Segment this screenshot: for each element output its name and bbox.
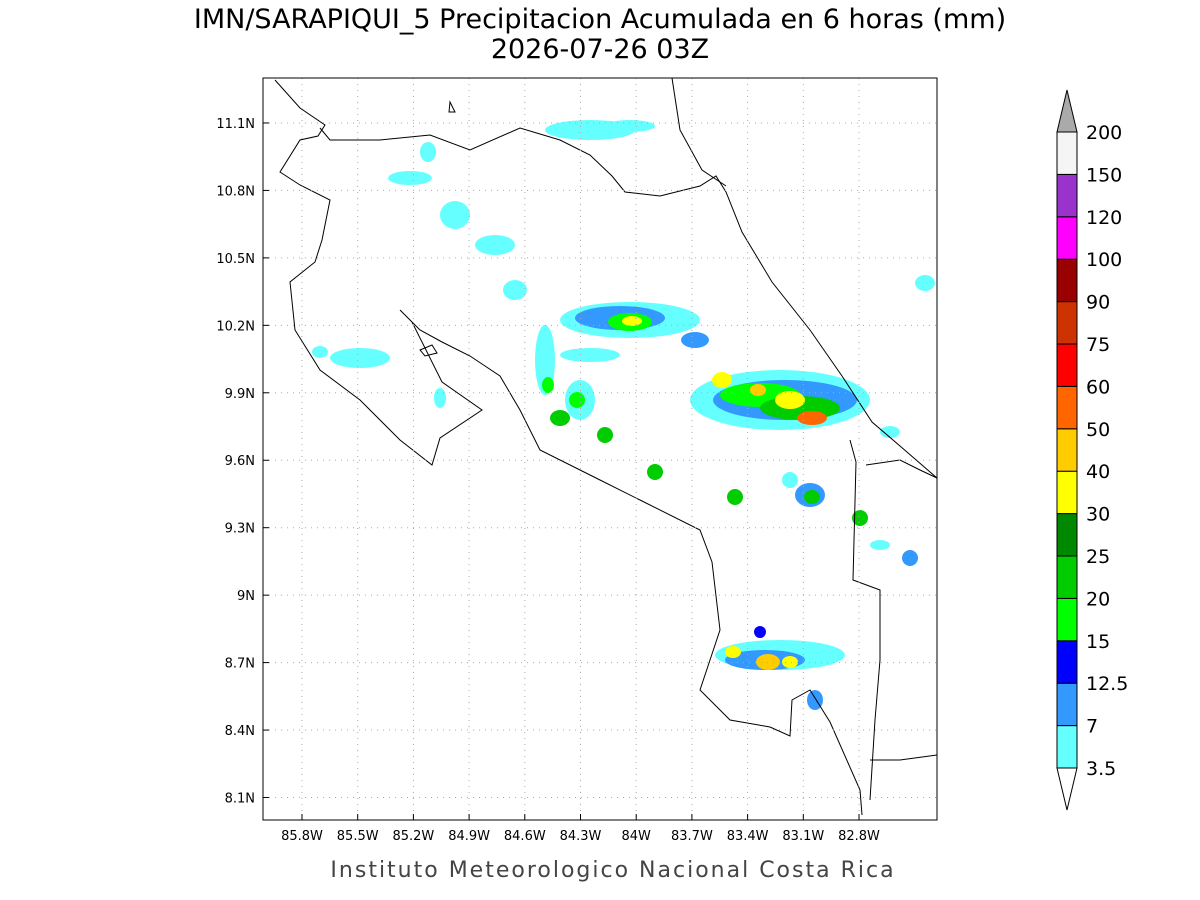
- lat-tick-label: 8.7N: [225, 657, 255, 672]
- colorbar-bin: [1056, 258, 1078, 303]
- colorbar-bin: [1056, 640, 1078, 684]
- colorbar-label: 75: [1086, 334, 1110, 356]
- colorbar-label: 150: [1086, 164, 1122, 186]
- lat-tick-label: 9.9N: [225, 387, 255, 402]
- rain-area: [870, 540, 890, 550]
- lat-tick-label: 8.4N: [225, 724, 255, 739]
- rain-area: [902, 550, 918, 566]
- rain-area: [727, 489, 743, 505]
- lat-tick-label: 8.1N: [225, 792, 255, 807]
- rain-area: [647, 464, 663, 480]
- map-subtitle: 2026-07-26 03Z: [491, 34, 709, 65]
- rain-area: [756, 654, 780, 670]
- rain-area: [569, 392, 585, 408]
- rain-area: [750, 384, 766, 396]
- rain-area: [560, 348, 620, 362]
- lon-tick-label: 85.8W: [281, 829, 323, 844]
- colorbar-label: 30: [1086, 504, 1110, 526]
- rain-area: [797, 411, 827, 425]
- colorbar-label: 3.5: [1086, 758, 1116, 780]
- colorbar-bin: [1056, 470, 1078, 515]
- colorbar-bin: [1056, 216, 1078, 260]
- rain-area: [782, 472, 798, 488]
- colorbar-label: 60: [1086, 376, 1110, 398]
- colorbar-bin: [1056, 682, 1078, 727]
- rain-area: [597, 427, 613, 443]
- rain-area: [782, 656, 798, 668]
- lon-tick-label: 84W: [622, 829, 652, 844]
- lat-tick-label: 9.6N: [225, 454, 255, 469]
- lon-tick-label: 85.2W: [392, 829, 434, 844]
- colorbar-bin: [1056, 428, 1078, 472]
- lat-tick-label: 9.3N: [225, 522, 255, 537]
- colorbar-label: 12.5: [1086, 673, 1128, 695]
- rain-area: [754, 626, 766, 638]
- rain-area: [725, 646, 741, 658]
- lat-tick-label: 11.1N: [216, 117, 255, 132]
- colorbar-bin: [1056, 131, 1078, 175]
- colorbar: 3.5 7 12.5 15 20 25 30 40 50 60 75 90 100 120 150 200: [1056, 89, 1128, 811]
- colorbar-bin: [1056, 725, 1078, 769]
- lat-tick-label: 10.8N: [216, 184, 255, 199]
- lat-tick-label: 10.5N: [216, 252, 255, 267]
- rain-area: [775, 391, 805, 409]
- footer: Instituto Meteorologico Nacional Costa R…: [330, 858, 895, 883]
- precipitation-field: [312, 120, 935, 710]
- colorbar-bin: [1056, 301, 1078, 345]
- rain-area: [475, 235, 515, 255]
- colorbar-bin: [1056, 555, 1078, 599]
- colorbar-under: [1056, 767, 1078, 811]
- map-frame: [262, 77, 938, 821]
- rain-area: [312, 346, 328, 358]
- lon-tick-label: 83.4W: [727, 829, 769, 844]
- rain-area: [542, 377, 554, 393]
- lon-tick-label: 84.6W: [504, 829, 546, 844]
- rain-area: [420, 142, 436, 162]
- colorbar-bin: [1056, 385, 1078, 430]
- rain-area: [503, 280, 527, 300]
- rain-area: [712, 372, 732, 388]
- rain-area: [622, 316, 642, 326]
- colorbar-bin: [1056, 597, 1078, 642]
- lat-tick-label: 9N: [237, 589, 255, 604]
- colorbar-label: 25: [1086, 546, 1110, 568]
- rain-area: [804, 490, 820, 504]
- colorbar-label: 200: [1086, 122, 1122, 144]
- lon-tick-label: 84.3W: [560, 829, 602, 844]
- lat-tick-label: 10.2N: [216, 319, 255, 334]
- lon-tick-label: 82.8W: [838, 829, 880, 844]
- rain-area: [852, 510, 868, 526]
- rain-area: [440, 201, 470, 229]
- colorbar-label: 20: [1086, 588, 1110, 610]
- rain-area: [434, 388, 446, 408]
- coastlines: [274, 77, 938, 816]
- rain-area: [550, 410, 570, 426]
- colorbar-label: 120: [1086, 207, 1122, 229]
- colorbar-bin: [1056, 173, 1078, 218]
- colorbar-label: 15: [1086, 631, 1110, 653]
- rain-area: [915, 275, 935, 291]
- map-title: IMN/SARAPIQUI_5 Precipitacion Acumulada …: [194, 4, 1006, 35]
- lon-tick-label: 85.5W: [337, 829, 379, 844]
- colorbar-label: 7: [1086, 716, 1098, 738]
- colorbar-over: [1056, 89, 1078, 133]
- lon-tick-label: 83.1W: [782, 829, 824, 844]
- rain-area: [388, 171, 432, 185]
- rain-area: [605, 120, 655, 132]
- colorbar-label: 40: [1086, 461, 1110, 483]
- colorbar-label: 100: [1086, 249, 1122, 271]
- colorbar-label: 50: [1086, 419, 1110, 441]
- colorbar-bin: [1056, 513, 1078, 557]
- rain-area: [330, 348, 390, 368]
- lon-tick-label: 83.7W: [671, 829, 713, 844]
- lon-tick-label: 84.9W: [448, 829, 490, 844]
- colorbar-label: 90: [1086, 292, 1110, 314]
- rain-area: [681, 332, 709, 348]
- colorbar-bin: [1056, 343, 1078, 387]
- rain-area: [880, 426, 900, 438]
- grid: 85.8W 85.5W 85.2W 84.9W 84.6W 84.3W 84W 83.7W 83…: [216, 78, 937, 844]
